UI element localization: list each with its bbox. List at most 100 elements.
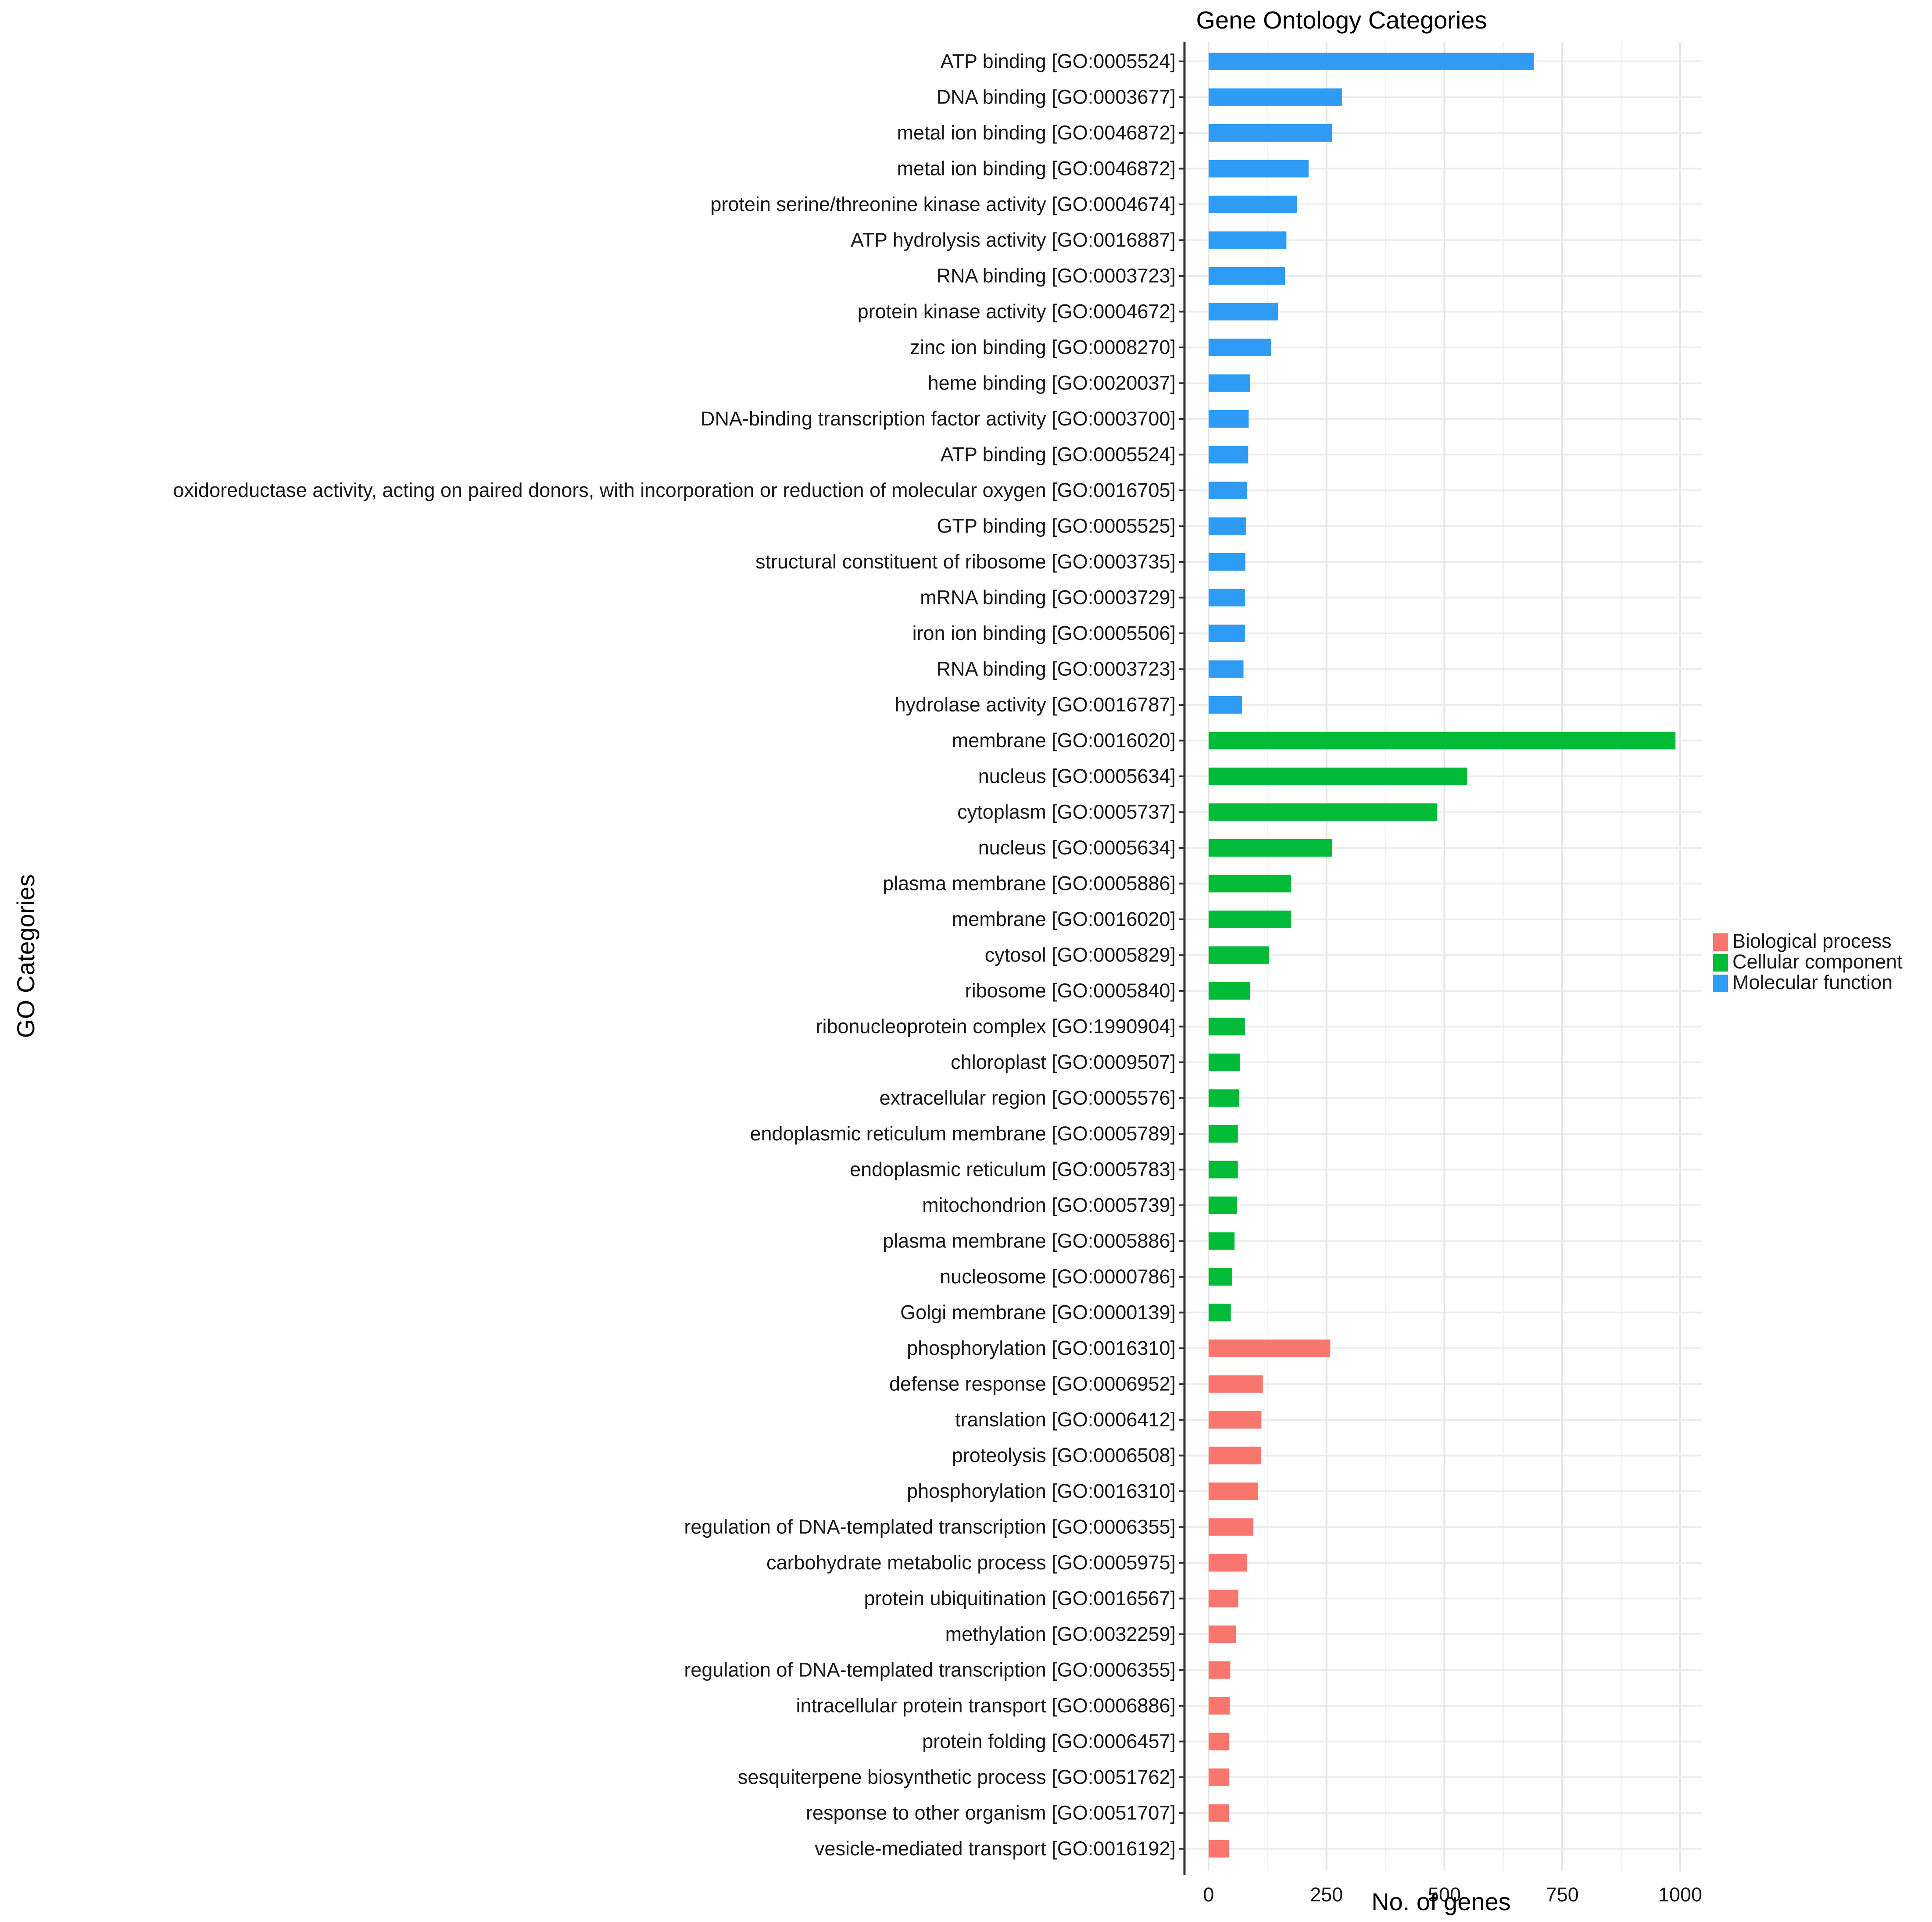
bar [1209, 160, 1309, 178]
x-tick-label: 0 [1203, 1883, 1214, 1906]
bar [1209, 1089, 1239, 1107]
category-label: chloroplast [GO:0009507] [951, 1051, 1176, 1073]
bar [1209, 660, 1244, 678]
category-label: vesicle-mediated transport [GO:0016192] [815, 1837, 1176, 1860]
category-label: oxidoreductase activity, acting on paire… [173, 479, 1176, 501]
category-label: Golgi membrane [GO:0000139] [900, 1301, 1176, 1324]
bar [1209, 625, 1245, 642]
bar [1209, 1304, 1231, 1322]
category-label: extracellular region [GO:0005576] [880, 1087, 1176, 1109]
bar [1209, 1197, 1237, 1214]
bar [1209, 231, 1287, 249]
category-label: cytosol [GO:0005829] [985, 944, 1176, 966]
category-label: zinc ion binding [GO:0008270] [910, 336, 1176, 358]
category-label: mRNA binding [GO:0003729] [920, 586, 1176, 609]
bar [1209, 410, 1249, 428]
bars-layer [1209, 53, 1676, 1858]
bar [1209, 1733, 1230, 1751]
category-label: RNA binding [GO:0003723] [937, 264, 1176, 287]
bar [1209, 1268, 1232, 1286]
category-label: structural constituent of ribosome [GO:0… [755, 550, 1176, 573]
category-label: metal ion binding [GO:0046872] [897, 157, 1176, 180]
bar [1209, 1590, 1238, 1608]
bar [1209, 1804, 1229, 1822]
category-label: intracellular protein transport [GO:0006… [796, 1694, 1176, 1717]
bar [1209, 1018, 1245, 1036]
chart-title: Gene Ontology Categories [1196, 6, 1487, 34]
bar [1209, 1661, 1231, 1679]
category-label: carbohydrate metabolic process [GO:00059… [766, 1551, 1176, 1574]
category-label: nucleus [GO:0005634] [978, 836, 1176, 859]
category-label: DNA-binding transcription factor activit… [701, 407, 1176, 430]
category-label: methylation [GO:0032259] [945, 1623, 1176, 1645]
bar [1209, 446, 1249, 464]
bar [1209, 768, 1467, 785]
category-label: defense response [GO:0006952] [889, 1373, 1176, 1395]
x-tick-label: 250 [1310, 1883, 1343, 1906]
bar [1209, 875, 1292, 893]
legend-label: Molecular function [1732, 971, 1893, 993]
bar [1209, 267, 1285, 285]
bar [1209, 839, 1332, 857]
category-label: membrane [GO:0016020] [952, 908, 1176, 930]
bar [1209, 374, 1250, 392]
category-label: nucleosome [GO:0000786] [940, 1265, 1176, 1288]
category-label: metal ion binding [GO:0046872] [897, 121, 1176, 144]
x-tick-label: 500 [1428, 1883, 1461, 1906]
category-label: phosphorylation [GO:0016310] [907, 1480, 1176, 1502]
legend-swatch [1713, 954, 1728, 972]
bar [1209, 1483, 1258, 1500]
bar [1209, 1411, 1262, 1429]
bar [1209, 1518, 1254, 1536]
category-label: protein kinase activity [GO:0004672] [858, 300, 1176, 323]
category-labels: ATP binding [GO:0005524] DNA binding [GO:… [173, 50, 1176, 1860]
bar [1209, 196, 1298, 213]
category-label: sesquiterpene biosynthetic process [GO:0… [738, 1766, 1176, 1788]
bar [1209, 517, 1246, 535]
category-label: regulation of DNA-templated transcriptio… [684, 1659, 1176, 1681]
bar [1209, 1768, 1230, 1786]
bar [1209, 88, 1342, 106]
category-label: translation [GO:0006412] [955, 1408, 1176, 1431]
bar [1209, 803, 1438, 821]
x-tick-label: 750 [1546, 1883, 1579, 1906]
bar [1209, 1054, 1240, 1071]
bar [1209, 732, 1676, 750]
category-label: protein ubiquitination [GO:0016567] [864, 1587, 1176, 1610]
category-label: nucleus [GO:0005634] [978, 765, 1176, 787]
bar [1209, 553, 1245, 571]
x-axis: 0 250 500 750 1000 [1179, 42, 1702, 1906]
bar [1209, 946, 1269, 964]
bar [1209, 1232, 1235, 1250]
category-label: ribonucleoprotein complex [GO:1990904] [816, 1015, 1176, 1038]
y-axis-title: GO Categories [12, 874, 39, 1038]
bar [1209, 1340, 1331, 1357]
bar [1209, 911, 1292, 928]
category-label: protein serine/threonine kinase activity… [710, 193, 1176, 215]
legend-swatch [1713, 975, 1728, 992]
bar [1209, 589, 1245, 607]
category-label: DNA binding [GO:0003677] [937, 86, 1176, 108]
category-label: ribosome [GO:0005840] [965, 979, 1176, 1002]
category-label: iron ion binding [GO:0005506] [912, 622, 1176, 644]
bar [1209, 1625, 1236, 1643]
category-label: plasma membrane [GO:0005886] [883, 872, 1176, 895]
bar [1209, 1840, 1229, 1858]
category-label: proteolysis [GO:0006508] [952, 1444, 1176, 1467]
bar [1209, 1161, 1238, 1179]
category-label: plasma membrane [GO:0005886] [883, 1230, 1176, 1252]
category-label: heme binding [GO:0020037] [928, 372, 1176, 394]
category-label: response to other organism [GO:0051707] [806, 1802, 1176, 1824]
category-label: hydrolase activity [GO:0016787] [895, 693, 1176, 716]
bar [1209, 482, 1248, 499]
category-label: ATP hydrolysis activity [GO:0016887] [851, 229, 1176, 251]
legend-label: Cellular component [1732, 950, 1903, 973]
category-label: membrane [GO:0016020] [952, 729, 1176, 752]
bar [1209, 1554, 1248, 1572]
category-label: endoplasmic reticulum membrane [GO:00057… [750, 1122, 1176, 1145]
category-label: regulation of DNA-templated transcriptio… [684, 1516, 1176, 1538]
legend-swatch [1713, 933, 1728, 951]
